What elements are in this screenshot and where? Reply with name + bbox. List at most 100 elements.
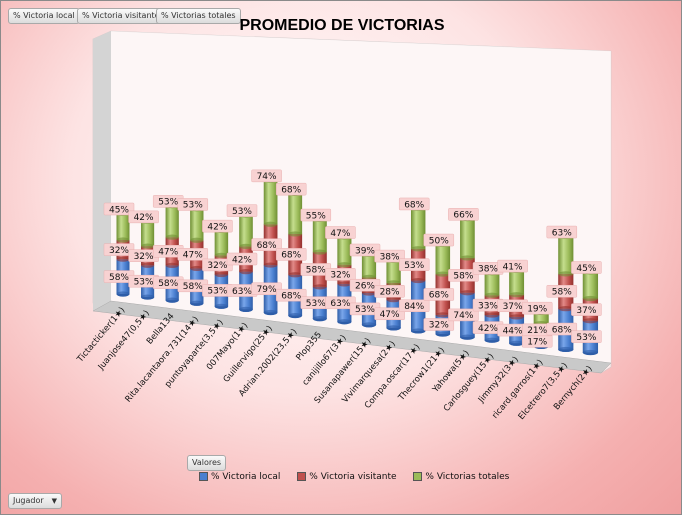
player-field-button[interactable]: Jugador ▼ <box>8 493 63 509</box>
bar-segment-edge <box>288 272 303 278</box>
bar-segment-edge <box>263 309 278 316</box>
data-label-box <box>546 284 578 298</box>
bar-segment-edge <box>116 256 130 262</box>
bar-segment <box>410 207 426 249</box>
data-label: 32% <box>330 271 350 281</box>
bar-segment-edge <box>263 262 278 268</box>
bar-segment-edge <box>509 314 525 320</box>
bar-segment-edge <box>361 322 377 328</box>
player-field-label: Jugador <box>13 496 44 505</box>
x-tick-label: Juanjose47(0,5★) <box>96 309 152 373</box>
bar-segment <box>190 208 204 241</box>
bar-segment-edge <box>165 234 179 240</box>
data-label-box <box>571 261 602 274</box>
data-label-box <box>275 248 307 261</box>
bar-segment <box>214 230 229 256</box>
bar-segment-edge <box>214 303 229 309</box>
bar-segment <box>460 218 475 258</box>
bar-segment-edge <box>116 237 130 243</box>
data-label-box <box>546 225 578 239</box>
bar-segment-edge <box>214 271 229 278</box>
data-label: 44% <box>503 326 523 336</box>
data-label-box <box>128 210 159 224</box>
legend-swatch-totales <box>413 472 423 481</box>
bar-segment-edge <box>484 337 500 343</box>
bar-segment-edge <box>141 243 155 249</box>
data-label: 68% <box>281 185 301 195</box>
data-label-box <box>226 204 258 217</box>
data-label: 19% <box>527 304 547 314</box>
bar-segment-edge <box>582 349 599 356</box>
x-tick-label: ricard.garros(1★) <box>490 358 545 421</box>
data-label: 68% <box>281 251 301 261</box>
data-label: 26% <box>355 282 375 292</box>
data-label: 53% <box>404 261 424 271</box>
data-label-box <box>275 288 307 302</box>
bar-segment-edge <box>337 319 352 325</box>
data-label: 32% <box>207 261 227 271</box>
bar-segment-edge <box>312 316 327 322</box>
bar-segment-edge <box>165 262 179 268</box>
filter-button-victorias-totales[interactable]: % Victorias totales <box>156 8 241 24</box>
legend-label-local: % Victoria local <box>211 472 281 482</box>
data-label-box <box>448 208 479 221</box>
x-tick-label: Carlosguey(15★) <box>442 352 496 414</box>
bar-segment-edge <box>239 306 253 312</box>
bar-segment <box>582 271 599 299</box>
data-label: 38% <box>380 252 400 262</box>
data-label-box <box>423 288 455 301</box>
data-label: 63% <box>552 228 572 238</box>
data-label: 53% <box>232 207 252 217</box>
bar-segment-edge <box>484 312 500 318</box>
data-label: 68% <box>404 200 424 210</box>
data-label-box <box>202 219 233 233</box>
data-label: 33% <box>478 301 498 311</box>
data-label-box <box>177 198 209 211</box>
data-label: 32% <box>429 321 449 331</box>
bar-segment-edge <box>190 237 204 243</box>
bar-segment-edge <box>558 346 574 353</box>
data-label-box <box>497 259 528 273</box>
data-label-box <box>325 268 356 281</box>
chevron-down-icon: ▼ <box>51 497 58 505</box>
data-label: 32% <box>134 252 154 262</box>
data-label: 42% <box>232 255 252 265</box>
data-label-box <box>251 169 282 183</box>
bar-segment <box>484 272 500 296</box>
data-label: 63% <box>330 299 350 309</box>
bar-segment-edge <box>435 331 451 337</box>
bar-segment-edge <box>361 290 377 296</box>
data-label: 37% <box>576 306 596 316</box>
legend-item-local: % Victoria local <box>199 472 280 482</box>
data-label-box <box>423 233 455 247</box>
data-label: 68% <box>281 291 301 301</box>
bar-segment-edge <box>460 255 475 261</box>
data-label: 47% <box>330 229 350 239</box>
data-label-box <box>325 226 356 239</box>
data-label: 53% <box>576 333 596 343</box>
legend-label-visitante: % Victoria visitante <box>309 472 397 482</box>
bar-segment-edge <box>337 281 352 287</box>
data-label: 63% <box>232 287 252 297</box>
data-label-box <box>103 202 135 216</box>
bar-segment <box>239 214 253 247</box>
data-label-box <box>251 238 282 251</box>
bar-segment-edge <box>509 292 525 298</box>
bar-segment-edge <box>312 249 327 255</box>
data-label-box <box>546 322 578 336</box>
data-label: 47% <box>158 248 178 258</box>
data-label: 42% <box>207 222 227 232</box>
data-label-box <box>251 282 282 296</box>
data-label: 32% <box>109 246 129 256</box>
legend-swatch-local <box>199 472 208 481</box>
bar-segment <box>435 244 451 275</box>
data-label: 53% <box>183 201 203 211</box>
bar-segment <box>533 312 549 324</box>
bar-segment-edge <box>386 325 401 331</box>
bar-segment-edge <box>386 297 401 303</box>
data-label-box <box>398 258 430 271</box>
data-label: 68% <box>429 291 449 301</box>
values-field-button[interactable]: Valores <box>187 455 227 471</box>
